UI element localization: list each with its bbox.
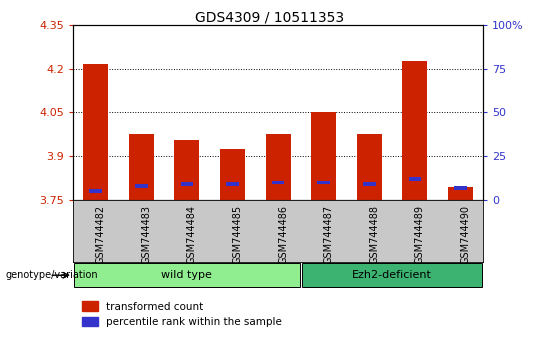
Text: GSM744487: GSM744487 [323, 205, 334, 264]
Bar [90, 189, 102, 193]
Text: GSM744488: GSM744488 [369, 205, 379, 264]
Bar [311, 113, 336, 200]
Bar [318, 181, 330, 184]
Text: wild type: wild type [161, 270, 212, 280]
Text: GSM744484: GSM744484 [187, 205, 197, 264]
Bar [402, 61, 428, 200]
Bar [83, 64, 108, 200]
Bar [357, 134, 382, 200]
Text: GSM744490: GSM744490 [461, 205, 470, 264]
Text: GSM744485: GSM744485 [233, 205, 242, 264]
Bar [266, 134, 291, 200]
FancyBboxPatch shape [74, 263, 300, 287]
Bar [409, 177, 421, 181]
Bar [272, 181, 285, 184]
Text: GDS4309 / 10511353: GDS4309 / 10511353 [195, 11, 345, 25]
Bar [226, 182, 239, 186]
Bar [174, 140, 199, 200]
Bar [448, 187, 473, 200]
Bar [129, 134, 154, 200]
Bar [454, 186, 467, 190]
Bar [220, 149, 245, 200]
Bar [135, 184, 147, 188]
Bar [363, 182, 376, 186]
Text: Ezh2-deficient: Ezh2-deficient [352, 270, 432, 280]
Text: genotype/variation: genotype/variation [5, 270, 98, 280]
Legend: transformed count, percentile rank within the sample: transformed count, percentile rank withi… [78, 297, 286, 331]
FancyBboxPatch shape [302, 263, 482, 287]
Text: GSM744489: GSM744489 [415, 205, 425, 264]
Text: GSM744482: GSM744482 [96, 205, 106, 264]
Text: GSM744486: GSM744486 [278, 205, 288, 264]
Text: GSM744483: GSM744483 [141, 205, 151, 264]
Bar [180, 182, 193, 186]
